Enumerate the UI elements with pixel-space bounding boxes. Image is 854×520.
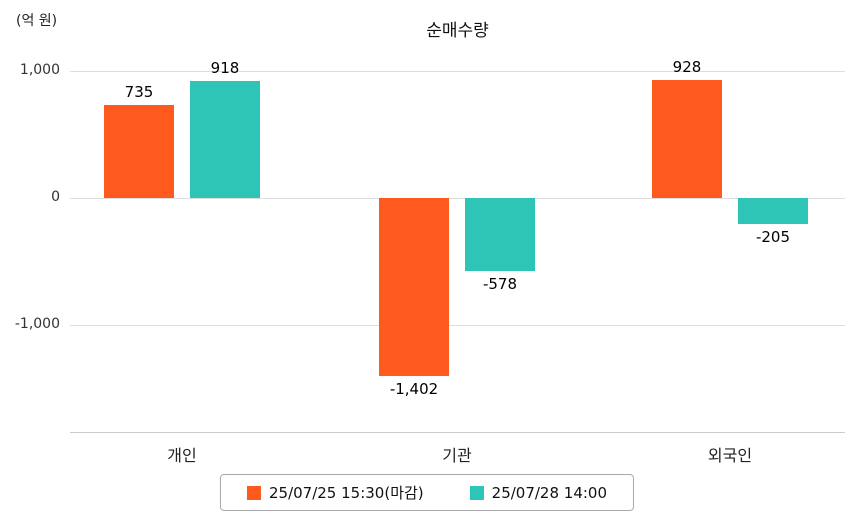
chart-legend: 25/07/25 15:30(마감) 25/07/28 14:00 [219, 474, 635, 511]
bar [104, 104, 174, 198]
chart-title: 순매수량 [426, 21, 489, 41]
bar [190, 81, 260, 198]
gridline [70, 325, 845, 326]
bar [465, 198, 535, 272]
legend-swatch-orange [246, 485, 261, 500]
gridline [70, 198, 845, 199]
legend-item-series-2: 25/07/28 14:00 [469, 483, 608, 502]
legend-label: 25/07/28 14:00 [491, 483, 608, 502]
bar [738, 198, 808, 225]
x-axis-category-label: 개인 [167, 446, 197, 465]
bar-value-label: -205 [755, 228, 791, 247]
legend-swatch-teal [469, 485, 484, 500]
bar-value-label: 928 [672, 58, 702, 77]
bar-value-label: -578 [482, 275, 518, 294]
bar-value-label: 735 [124, 82, 154, 101]
x-axis-line [70, 432, 845, 433]
bar-value-label: -1,402 [389, 380, 439, 399]
legend-label: 25/07/25 15:30(마감) [268, 484, 424, 502]
bar [652, 80, 722, 198]
y-axis-tick-label: -1,000 [14, 316, 60, 332]
gridline [70, 71, 845, 72]
x-axis-category-label: 기관 [442, 446, 472, 465]
legend-item-series-1: 25/07/25 15:30(마감) [246, 482, 424, 503]
y-axis-unit-label: (억 원) [16, 13, 58, 29]
y-axis-tick-label: 0 [51, 189, 60, 205]
x-axis-category-label: 외국인 [707, 446, 753, 465]
bar [379, 198, 449, 377]
y-axis-tick-label: 1,000 [19, 62, 60, 78]
bar-value-label: 918 [210, 59, 240, 78]
